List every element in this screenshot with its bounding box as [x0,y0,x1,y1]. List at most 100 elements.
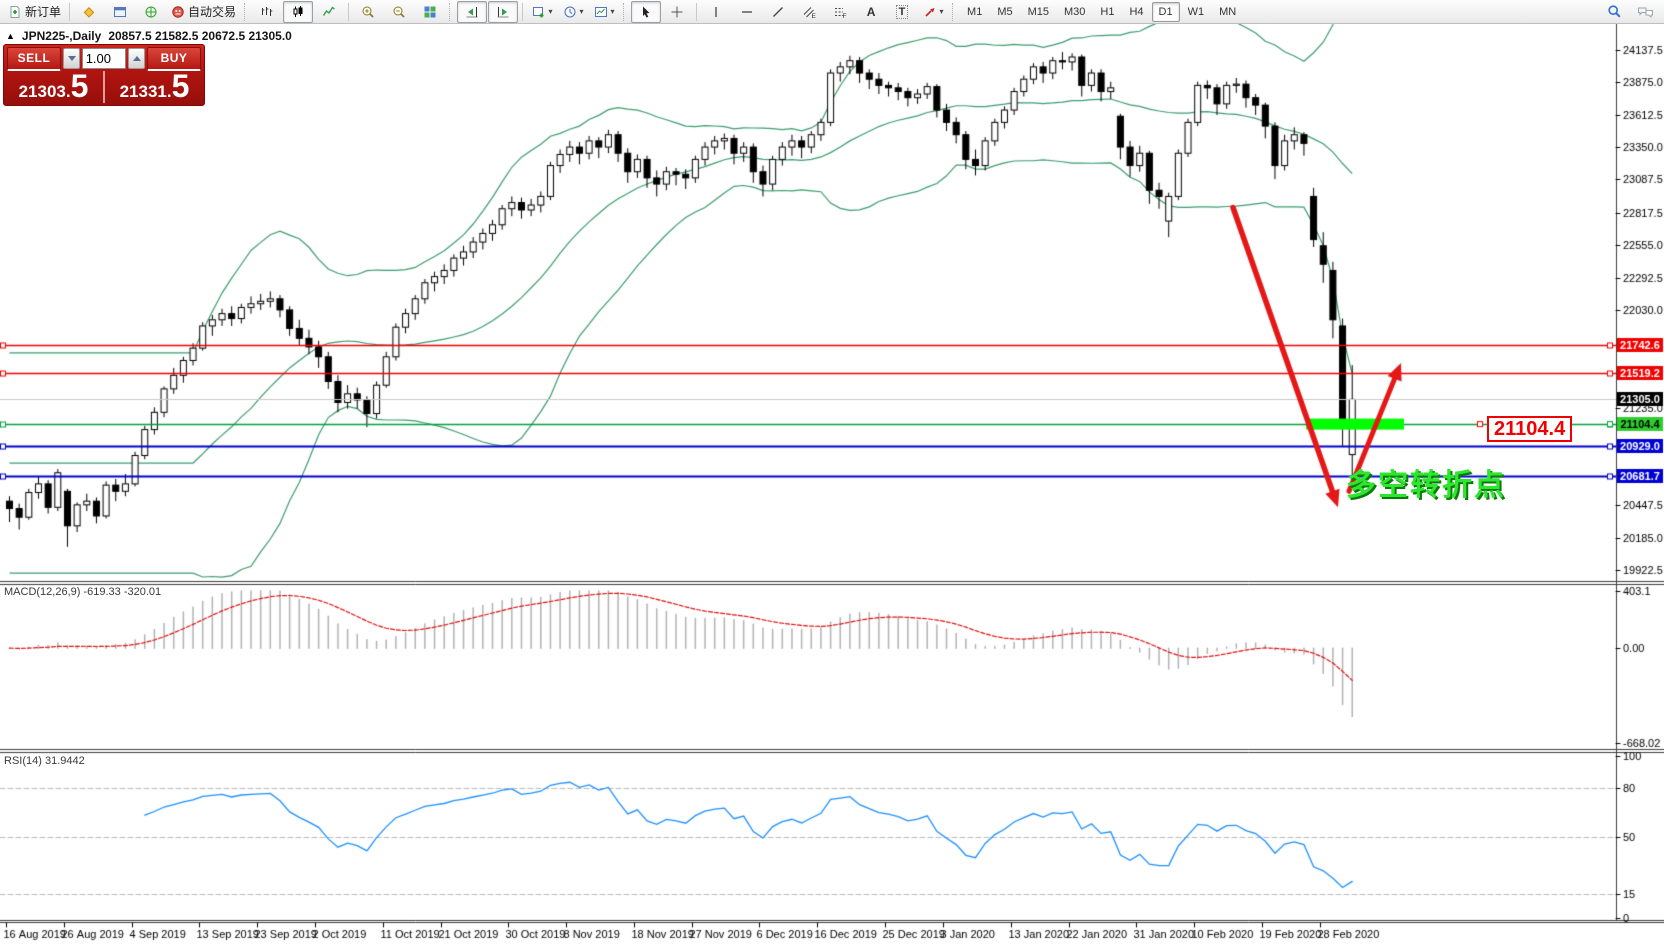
buy-price-main: 21331 [119,82,167,101]
bar-chart-button[interactable] [252,1,282,23]
data-window-icon [113,5,127,19]
rsi-indicator-label: RSI(14) 31.9442 [4,755,85,767]
sell-price-main: 21303 [18,82,66,101]
text-tool[interactable]: A [856,1,886,23]
new-order-button[interactable]: 新订单 [4,1,65,23]
vertical-line-tool[interactable] [701,1,731,23]
autotrading-icon [171,5,185,19]
crosshair-tool-button[interactable] [662,1,692,23]
search-button[interactable] [1599,1,1629,23]
divider [348,2,350,21]
trendline-icon [771,5,785,19]
price-note-box[interactable]: 21104.4 [1487,416,1573,442]
chat-icon [1637,5,1654,19]
arrows-tool-icon [923,5,937,19]
template-dropdown[interactable]: ▾ [589,1,619,23]
toolbar-grip [449,2,453,21]
chevron-down-icon: ▾ [939,6,944,16]
chart-shift-icon [496,5,510,19]
buy-price[interactable]: 21331. 5 [119,68,190,104]
line-chart-icon [322,5,336,19]
timeframe-m1[interactable]: M1 [967,5,983,18]
chevron-down-icon: ▾ [610,6,615,16]
volume-input[interactable]: 1.00 [82,48,126,69]
data-window-button[interactable] [105,1,135,23]
divider [522,2,524,21]
zoom-in-button[interactable] [353,1,383,23]
timeframe-m30[interactable]: M30 [1064,5,1086,18]
divider [696,2,698,21]
spinner-down-icon [67,56,76,61]
toolbar-grip [244,2,248,21]
new-chart-icon [532,5,546,19]
crosshair-icon [670,5,684,19]
zoom-in-icon [361,5,375,19]
tile-windows-icon [423,5,437,19]
chevron-down-icon: ▾ [579,6,584,16]
chart-title: ▲ JPN225-,Daily 20857.5 21582.5 20672.5 … [6,29,292,43]
auto-scroll-icon [465,5,479,19]
new-order-label: 新订单 [25,5,62,19]
text-icon: A [866,4,876,19]
timeframe-m15[interactable]: M15 [1027,5,1049,18]
fibonacci-icon: F [833,5,847,19]
timeframe-d1[interactable]: D1 [1151,1,1180,22]
candlestick-chart-icon [291,5,305,19]
timeframe-h4[interactable]: H4 [1129,5,1144,18]
volume-decrease-button[interactable] [63,48,80,69]
tile-windows-button[interactable] [415,1,445,23]
line-chart-button[interactable] [314,1,344,23]
sell-price-frac: 5 [70,68,89,104]
template-icon [594,5,608,19]
cursor-tool-button[interactable] [631,0,662,23]
buy-price-frac: 5 [171,68,190,104]
toolbar-grip [952,2,956,21]
fibonacci-tool[interactable]: F [825,1,855,23]
svg-text:F: F [843,13,847,19]
navigator-button[interactable] [136,1,166,23]
label-icon: T [895,4,909,19]
text-label-tool[interactable]: T [887,1,917,23]
timeframe-w1[interactable]: W1 [1187,5,1205,18]
macd-indicator-label: MACD(12,26,9) -619.33 -320.01 [4,586,162,598]
toolbar-grip [623,2,627,21]
channel-tool[interactable]: E [794,1,824,23]
chevron-down-icon: ▾ [548,6,553,16]
autotrading-label: 自动交易 [188,5,237,19]
chat-button[interactable] [1630,1,1660,23]
spinner-up-icon [132,56,141,61]
divider [103,71,105,103]
auto-scroll-button[interactable] [457,0,488,23]
autotrading-button[interactable]: 自动交易 [167,1,240,23]
arrows-tool-dropdown[interactable]: ▾ [918,1,948,23]
svg-text:E: E [812,13,817,19]
horizontal-line-icon [740,5,754,19]
chart-area: ▲ JPN225-,Daily 20857.5 21582.5 20672.5 … [0,24,1664,944]
ohlc-values: 20857.5 21582.5 20672.5 21305.0 [108,29,292,43]
top-toolbar: 新订单 自动交易 [0,0,1664,24]
navigator-icon [144,5,158,19]
candlestick-chart-button[interactable] [283,0,314,23]
period-clock-dropdown[interactable]: ▾ [558,1,588,23]
divider [69,2,71,21]
price-chart-canvas[interactable] [0,24,1664,944]
timeframe-group: M1 M5 M15 M30 H1 H4 D1 W1 MN [960,1,1243,22]
sell-button[interactable]: SELL [7,46,61,71]
timeframe-mn[interactable]: MN [1219,5,1237,18]
turning-point-annotation[interactable]: 多空转折点 [1346,469,1506,502]
timeframe-m5[interactable]: M5 [997,5,1013,18]
volume-increase-button[interactable] [128,48,145,69]
period-clock-icon [563,5,577,19]
cursor-icon [639,5,653,19]
zoom-out-button[interactable] [384,1,414,23]
sell-price[interactable]: 21303. 5 [18,68,89,104]
market-watch-button[interactable] [74,1,104,23]
chart-shift-button[interactable] [488,0,519,23]
panel-collapse-toggle[interactable]: ▲ [6,31,15,41]
new-chart-dropdown[interactable]: ▾ [527,1,557,23]
timeframe-h1[interactable]: H1 [1100,5,1115,18]
buy-button[interactable]: BUY [147,46,201,71]
horizontal-line-tool[interactable] [732,1,762,23]
trendline-tool[interactable] [763,1,793,23]
